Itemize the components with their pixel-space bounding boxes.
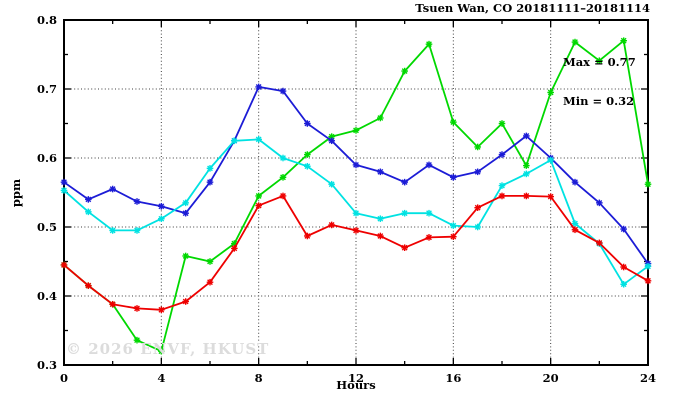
- tick-label: 0.6: [37, 151, 57, 165]
- tick-label: 4: [157, 371, 165, 385]
- tick-label: 0.7: [37, 82, 57, 96]
- green-line: [63, 39, 649, 353]
- tick-label: 16: [445, 371, 461, 385]
- tick-label: 20: [543, 371, 559, 385]
- max-annotation: Max = 0.77: [563, 55, 636, 69]
- watermark: © 2026 ENVF, HKUST: [66, 340, 270, 358]
- tick-label: 24: [640, 371, 656, 385]
- y-axis-label: ppm: [9, 178, 24, 207]
- tick-label: 0: [60, 371, 68, 385]
- tick-label: 0.3: [37, 358, 57, 372]
- tick-label: 0.5: [37, 220, 57, 234]
- min-annotation: Min = 0.32: [563, 94, 635, 108]
- tick-label: 8: [255, 371, 263, 385]
- minmax-annotation: Max = 0.77 Min = 0.32: [563, 30, 636, 134]
- tick-label: 0.8: [37, 13, 57, 27]
- x-axis-label: Hours: [336, 378, 376, 392]
- tick-label: 12: [348, 371, 364, 385]
- chart-title: Tsuen Wan, CO 20181111–20181114: [415, 1, 650, 15]
- tick-label: 0.4: [37, 289, 57, 303]
- y-axis-label-wrap: ppm: [2, 20, 30, 365]
- blue-line: [63, 86, 649, 265]
